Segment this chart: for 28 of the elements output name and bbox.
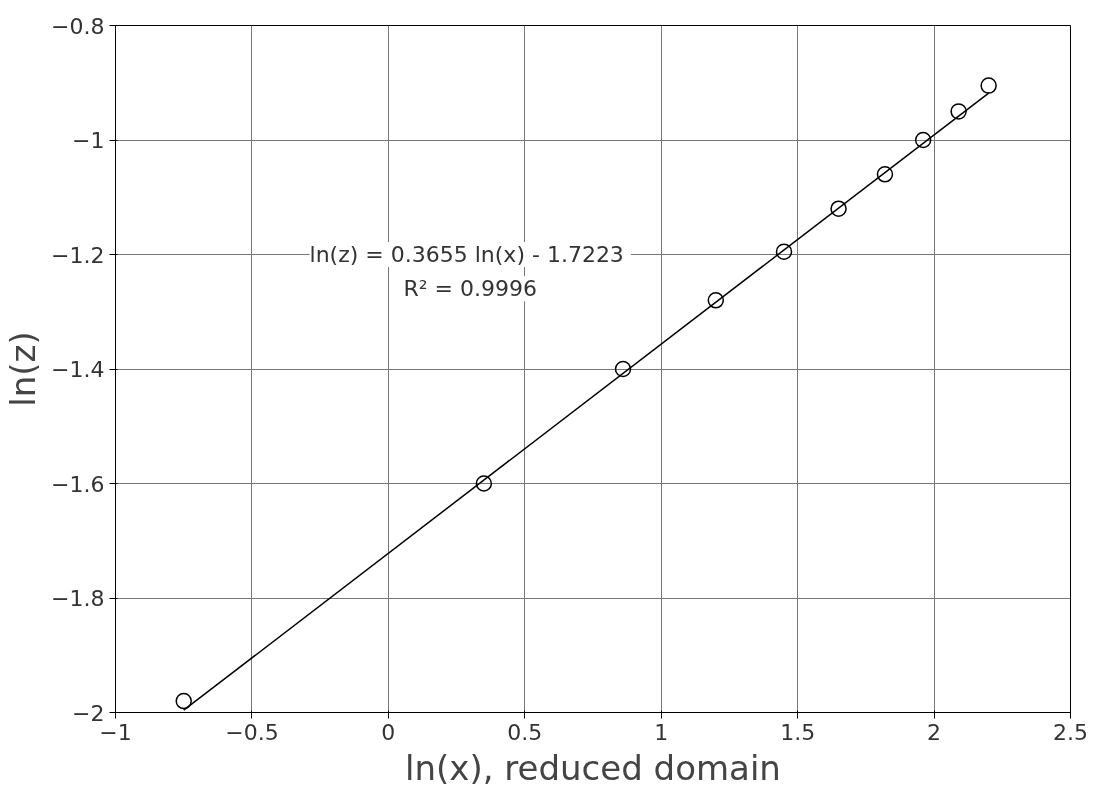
y-tick-label: −1.2: [51, 242, 105, 268]
y-tick-label: −0.8: [51, 13, 105, 39]
point: [175, 692, 192, 710]
point: [775, 243, 793, 260]
y-tick-label: −1.6: [51, 471, 105, 497]
y-axis-title: ln(z): [3, 331, 44, 407]
x-tick-label: 0: [381, 719, 396, 745]
point: [475, 475, 493, 492]
x-tick-label: 2.5: [1053, 719, 1089, 745]
point: [950, 103, 967, 120]
x-tick-label: 0.5: [507, 719, 543, 745]
point: [876, 166, 894, 183]
x-tick-label: 1: [654, 719, 669, 745]
y-tick-label: −1: [72, 128, 105, 153]
y-tick-label: −1.8: [51, 586, 105, 611]
x-tick-label: 1.5: [780, 719, 816, 745]
point: [830, 200, 847, 217]
point: [914, 131, 932, 149]
y-tick-label: −1.4: [51, 357, 105, 382]
x-axis-title: ln(x), reduced domain: [405, 747, 781, 788]
annotation: ln(z) = 0.3655 ln(x) - 1.7223: [309, 242, 624, 267]
x-tick-label: 2: [927, 719, 942, 745]
y-tick-label: −2: [72, 700, 105, 726]
annotation: R² = 0.9996: [403, 276, 537, 302]
x-tick-label: −0.5: [225, 719, 279, 745]
point: [980, 77, 997, 94]
point: [614, 360, 632, 378]
point: [707, 292, 725, 309]
